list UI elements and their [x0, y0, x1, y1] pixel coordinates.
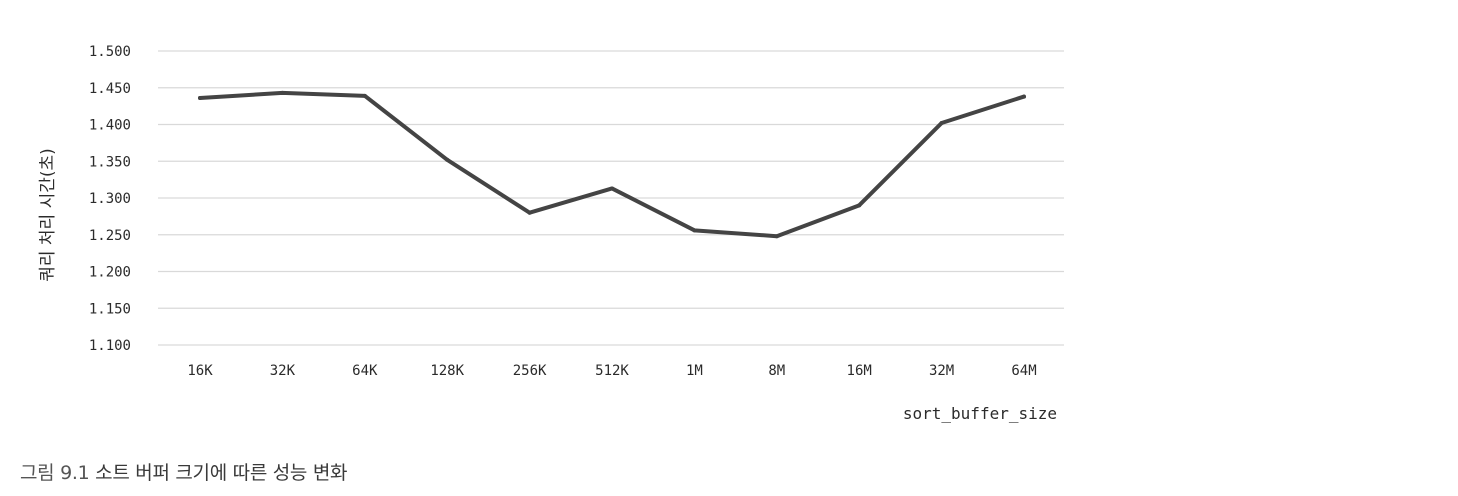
x-tick-labels: 16K 32K 64K 128K 256K 512K 1M 8M 16M 32M 64M: [187, 363, 1036, 379]
x-tick-label: 32M: [929, 363, 954, 379]
y-tick-label: 1.200: [89, 265, 131, 281]
x-tick-label: 32K: [270, 363, 296, 379]
data-point: [280, 90, 285, 95]
figure-caption-text: 소트 버퍼 크기에 따른 성능 변화: [95, 462, 348, 484]
y-tick-label: 1.350: [89, 154, 131, 170]
series-line: [198, 90, 1026, 239]
x-tick-label: 64M: [1011, 363, 1036, 379]
x-axis-title: sort_buffer_size: [903, 404, 1057, 423]
y-tick-label: 1.450: [89, 81, 131, 97]
y-tick-labels: 1.500 1.450 1.400 1.350 1.300 1.250 1.200 1.150…: [89, 44, 131, 354]
data-point: [774, 234, 779, 239]
figure-number: 그림 9.1: [20, 462, 90, 484]
series-group: [198, 90, 1026, 239]
data-point: [857, 203, 862, 208]
gridlines: [158, 50, 1064, 346]
data-point: [198, 96, 202, 101]
data-point: [445, 157, 450, 162]
y-tick-label: 1.150: [89, 301, 131, 317]
data-point: [692, 228, 697, 233]
data-point: [610, 186, 614, 191]
x-tick-label: 64K: [352, 363, 378, 379]
data-point: [362, 93, 367, 98]
x-tick-label: 16K: [187, 363, 213, 379]
y-tick-label: 1.500: [89, 44, 131, 60]
data-point: [527, 210, 532, 215]
y-tick-label: 1.250: [89, 228, 131, 244]
x-tick-label: 256K: [513, 363, 547, 379]
x-tick-label: 1M: [686, 363, 703, 379]
line-chart: 1.500 1.450 1.400 1.350 1.300 1.250 1.200 1.150…: [38, 44, 1064, 423]
data-point: [1022, 94, 1026, 99]
y-tick-label: 1.100: [89, 338, 131, 354]
x-tick-label: 512K: [595, 363, 629, 379]
data-point: [939, 121, 944, 126]
figure-caption: 그림 9.1 소트 버퍼 크기에 따른 성능 변화: [20, 458, 348, 485]
y-tick-label: 1.300: [89, 191, 131, 207]
y-tick-label: 1.400: [89, 118, 131, 134]
x-tick-label: 8M: [768, 363, 785, 379]
x-tick-label: 128K: [430, 363, 464, 379]
y-axis-title: 쿼리 처리 시간(초): [38, 148, 58, 282]
x-tick-label: 16M: [847, 363, 872, 379]
